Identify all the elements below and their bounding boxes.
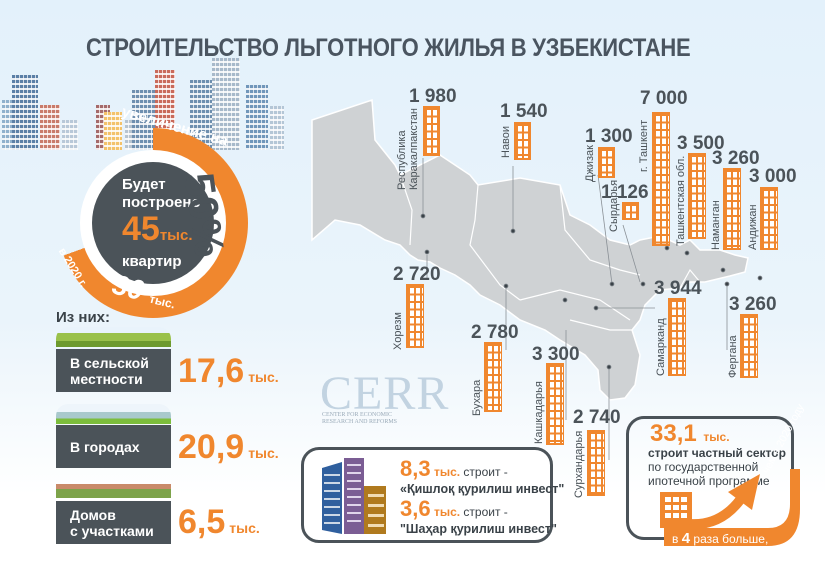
builder-2-company: "Шаҳар қурилиш инвест" xyxy=(400,522,557,536)
region-bar xyxy=(514,122,531,160)
summary-line1: Будет xyxy=(122,175,166,193)
breakdown-heading: Из них: xyxy=(56,309,111,326)
region-value: 2 780 xyxy=(471,322,519,343)
region-bar xyxy=(723,168,741,250)
region-bar xyxy=(652,112,670,246)
region-bar xyxy=(622,202,639,220)
region-bar xyxy=(484,342,502,412)
region-label: Наманган xyxy=(710,200,722,250)
region-value: 7 000 xyxy=(640,88,688,109)
rural-value: 17,6 тыс. xyxy=(178,352,279,390)
region-label: Андижан xyxy=(747,204,759,250)
buildings-icon xyxy=(322,458,386,534)
region-label: Кашкадарья xyxy=(533,381,545,444)
region-value: 3 944 xyxy=(654,278,702,299)
private-sector-description: строит частный сектор по государственной… xyxy=(648,446,786,488)
region-value: 1 126 xyxy=(601,182,649,203)
comparison-label: в 4 раза больше, xyxy=(672,530,769,547)
region-value: 3 500 xyxy=(677,133,725,154)
region-bar xyxy=(598,147,615,178)
region-label: Навои xyxy=(500,125,512,158)
region-bar xyxy=(740,314,758,378)
houses-value: 6,5 тыс. xyxy=(178,503,260,541)
cities-value: 20,9 тыс. xyxy=(178,428,279,466)
growth-arrow-icon xyxy=(660,469,800,546)
region-value: 3 000 xyxy=(749,166,797,187)
region-label: Бухара xyxy=(471,379,483,416)
builders-panel: 8,3 тыс. строит - «Қишлоқ қурилиш инвест… xyxy=(301,447,564,543)
builder-1-company: «Қишлоқ қурилиш инвест" xyxy=(400,482,565,496)
region-label: Ташкентская обл. xyxy=(675,155,687,246)
builder-2-summary: 3,6 тыс. строит - xyxy=(400,496,508,521)
total-value: 45тыс. xyxy=(122,209,193,248)
region-value: 1 540 xyxy=(500,101,548,122)
region-label: Фергана xyxy=(727,335,739,378)
page-title: СТРОИТЕЛЬСТВО ЛЬГОТНОГО ЖИЛЬЯ В УЗБЕКИСТ… xyxy=(86,34,691,62)
region-label: Джизак xyxy=(584,145,596,182)
builder-1-summary: 8,3 тыс. строит - xyxy=(400,456,508,481)
cerr-logo-subtitle: CENTER FOR ECONOMIC RESEARCH AND REFORMS xyxy=(322,412,398,425)
region-label: Республика Каракалпакстан xyxy=(396,108,420,190)
category-houses: Домов с участками xyxy=(56,501,171,544)
houses-illustration xyxy=(56,484,171,498)
summary-line4: квартир xyxy=(122,252,182,270)
region-bar xyxy=(423,106,440,156)
city-illustration xyxy=(56,404,171,424)
category-cities: В городах xyxy=(56,425,171,468)
region-value: 2 720 xyxy=(393,264,441,285)
region-label: г. Ташкент xyxy=(638,119,650,172)
total-summary: Будет построено 45тыс. квартир xyxy=(92,162,214,284)
region-value: 3 260 xyxy=(729,294,777,315)
region-bar xyxy=(546,363,564,445)
region-bar xyxy=(668,298,686,376)
region-label: Сурхандарья xyxy=(573,430,585,498)
region-bar xyxy=(760,187,778,250)
region-label: Сырдарья xyxy=(608,179,620,232)
cerr-logo: CERR xyxy=(320,367,450,420)
summary-line2: построено xyxy=(122,193,201,211)
rural-illustration xyxy=(56,327,171,347)
uzbekistan-map xyxy=(311,98,763,460)
region-value: 3 260 xyxy=(712,148,760,169)
region-label: Самарканд xyxy=(655,318,667,376)
region-value: 1 980 xyxy=(409,86,457,107)
private-sector-value: 33,1 тыс. xyxy=(650,420,730,447)
region-bar xyxy=(406,284,424,348)
region-value: 2 740 xyxy=(573,407,621,428)
region-label: Хорезм xyxy=(392,312,404,350)
region-bar xyxy=(587,430,605,496)
ring-center-disc xyxy=(92,162,214,284)
region-value: 1 300 xyxy=(585,126,633,147)
region-bar xyxy=(688,153,706,239)
category-rural: В сельской местности xyxy=(56,349,171,392)
region-value: 3 300 xyxy=(532,344,580,365)
